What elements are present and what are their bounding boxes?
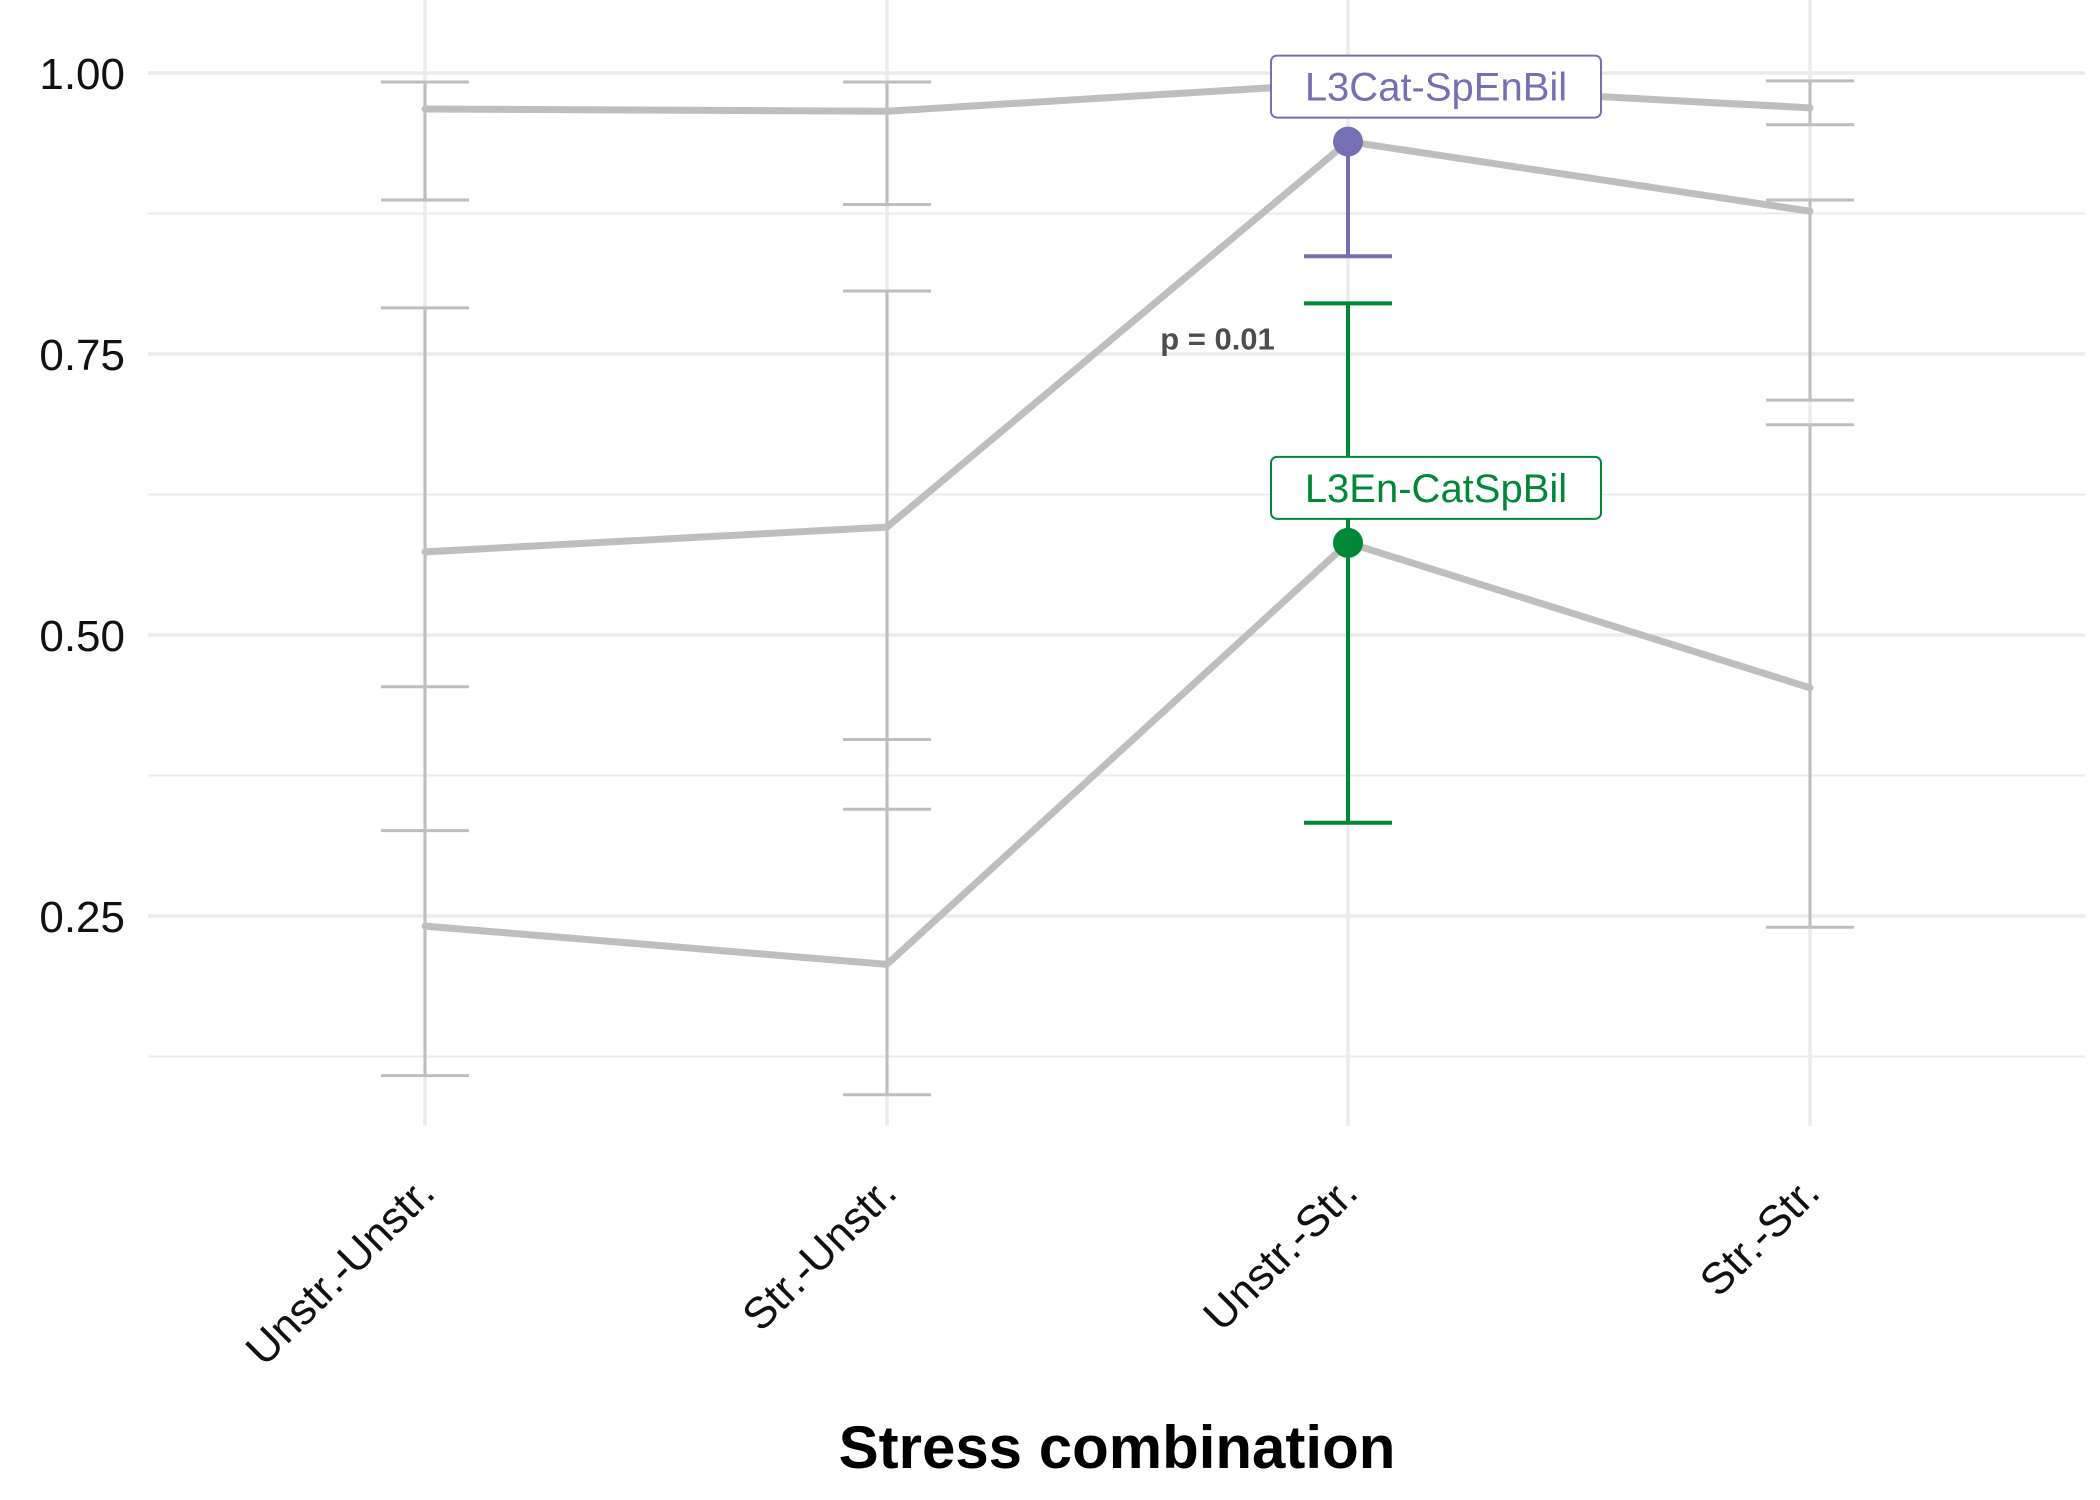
x-tick-label-0: Unstr.-Unstr. [237, 1167, 445, 1375]
series-line-2 [421, 539, 1814, 968]
x-axis-ticks: Unstr.-Unstr. Str.-Unstr. Unstr.-Str. Str.-… [237, 1167, 1830, 1375]
series-label-box [1270, 54, 1602, 119]
error-bar-s1-c1 [843, 289, 931, 811]
series-label-box [1270, 455, 1602, 520]
x-tick-label-1: Str.-Unstr. [733, 1167, 906, 1340]
series-line-1 [421, 138, 1814, 556]
error-bar-s0-c3 [1766, 79, 1854, 127]
highlight-point-0 [1333, 126, 1363, 157]
highlight-point-1 [1333, 527, 1363, 558]
error-bar-s0-c0 [381, 80, 469, 202]
series-lines [421, 79, 1814, 968]
y-tick-label-0: 0.25 [39, 893, 125, 942]
grid [148, 0, 2085, 1126]
error-bar-s0-c1 [843, 80, 931, 207]
highlight-labels: L3Cat-SpEnBil L3En-CatSpBil [1270, 54, 1602, 520]
error-bar-s1-c3 [1766, 198, 1854, 402]
x-tick-label-2: Unstr.-Str. [1194, 1167, 1367, 1340]
error-bar-s2-c0 [381, 685, 469, 1078]
error-bar-s2-c3 [1766, 423, 1854, 929]
series-label-1: L3En-CatSpBil [1270, 455, 1602, 520]
x-tick-label-3: Str.-Str. [1691, 1167, 1829, 1305]
series-label-text: L3En-CatSpBil [1305, 467, 1567, 511]
series-line-0 [421, 79, 1814, 115]
error-bar-s2-c2 [1304, 301, 1392, 825]
series-label-text: L3Cat-SpEnBil [1305, 66, 1567, 110]
p-value-annotation: p = 0.01 [1160, 322, 1275, 357]
y-tick-label-1: 0.50 [39, 612, 125, 661]
error-bar-s1-c2 [1304, 141, 1392, 259]
series-label-0: L3Cat-SpEnBil [1270, 54, 1602, 119]
x-axis-title: Stress combination [839, 1414, 1396, 1481]
y-tick-label-3: 1.00 [39, 50, 125, 99]
y-tick-label-2: 0.75 [39, 331, 125, 380]
error-bars [381, 79, 1854, 1097]
error-bar-s2-c1 [843, 738, 931, 1097]
y-axis-ticks: 0.25 0.50 0.75 1.00 [39, 50, 125, 942]
highlight-points [1333, 126, 1363, 558]
